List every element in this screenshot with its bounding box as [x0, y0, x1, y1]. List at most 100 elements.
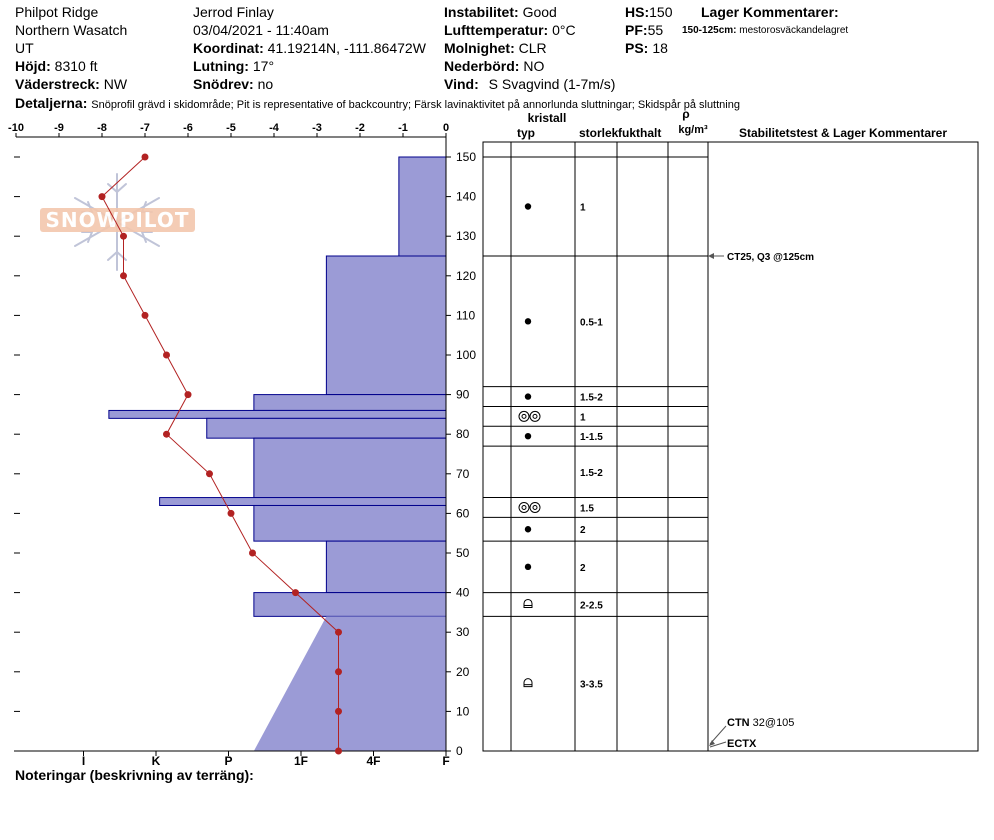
stability-test-code: CTN	[727, 717, 750, 729]
hardness-layer-6	[159, 497, 447, 506]
temp-tick-label: -2	[355, 122, 365, 134]
temp-tick-label: -5	[226, 122, 236, 134]
depth-tick-label: 50	[456, 546, 470, 560]
temperature-point	[163, 430, 170, 438]
slope-label: Lutning:	[193, 58, 249, 74]
slope-value: 17°	[252, 58, 275, 74]
hs-value: 150	[649, 4, 673, 20]
air-temperature: Lufttemperatur: 0°C	[444, 22, 576, 38]
hardness-layer-8	[325, 540, 447, 594]
temperature-line	[101, 156, 339, 751]
wind: Vind: S Svagvind (1-7m/s)	[444, 76, 615, 92]
layer-comments-title: Lager Kommentarer:	[701, 4, 839, 20]
precipitation: Nederbörd: NO	[444, 58, 544, 74]
grain-rounded-icon	[524, 432, 532, 440]
wind-value: S Svagvind (1-7m/s)	[488, 76, 616, 92]
sky-cover-value: CLR	[518, 40, 547, 56]
temperature-point	[120, 232, 127, 240]
grain-melt-icon	[521, 504, 527, 510]
location-name: Philpot Ridge	[15, 4, 99, 20]
temperature-point	[227, 509, 235, 517]
header-moisture: fukthalt	[618, 126, 661, 140]
depth-tick-label: 70	[456, 467, 470, 481]
hardness-layer-9	[253, 592, 447, 617]
logo-text: SNOWPILOT	[40, 208, 195, 232]
grain-melt-icon	[532, 413, 538, 419]
instability: Instabilitet: Good	[444, 4, 557, 20]
header-stability: Stabilitetstest & Lager Kommentarer	[739, 126, 947, 140]
temperature-point	[141, 311, 149, 319]
grain-rounded-icon	[524, 563, 532, 571]
snow-drift-label: Snödrev:	[193, 76, 254, 92]
depth-tick-label: 30	[456, 625, 470, 639]
temp-tick-label: -3	[312, 122, 322, 134]
temperature-point	[249, 549, 256, 557]
hardness-tick-label: 1F	[294, 754, 308, 768]
hardness-layer-7	[253, 504, 447, 542]
temp-tick-label: -1	[398, 122, 408, 134]
temperature-point	[335, 628, 342, 636]
grain-rounded-icon	[524, 203, 532, 210]
mountain-range: Northern Wasatch	[15, 22, 128, 38]
ps-value: 18	[652, 40, 668, 56]
aspect: Väderstreck: NW	[15, 76, 127, 92]
stability-arrow-head	[709, 740, 715, 746]
hardness-layer-2	[253, 394, 447, 411]
observation-datetime: 03/04/2021 - 11:40am	[193, 22, 329, 38]
temperature-point	[98, 193, 106, 201]
depth-tick-label: 140	[456, 190, 476, 204]
sky-cover-label: Molnighet:	[444, 40, 515, 56]
pf-label: PF:	[625, 22, 648, 38]
coordinates: Koordinat: 41.19214N, -111.86472W	[193, 40, 426, 56]
grain-melt-icon	[518, 410, 530, 422]
aspect-label: Väderstreck:	[15, 76, 100, 92]
hardness-layer-10	[253, 616, 446, 751]
grain-size-label: 1.5-2	[580, 468, 603, 479]
air-temperature-label: Lufttemperatur:	[444, 22, 549, 38]
grain-size-label: 1-1.5	[580, 432, 603, 443]
slope: Lutning: 17°	[193, 58, 274, 74]
stability-arrow	[709, 741, 727, 748]
header-type: typ	[517, 126, 535, 140]
hs: HS:150	[625, 4, 672, 20]
coordinates-value: 41.19214N, -111.86472W	[267, 40, 426, 56]
temp-tick-label: -8	[97, 122, 107, 134]
layer-comment: 150-125cm: mestorosväckandelagret	[682, 25, 848, 37]
depth-tick-label: 130	[456, 229, 476, 243]
depth-tick-label: 40	[456, 586, 470, 600]
depth-tick-label: 120	[456, 269, 476, 283]
snowpilot-logo: SNOWPILOT	[40, 172, 195, 272]
grain-melt-icon	[529, 410, 541, 422]
notes-label: Noteringar (beskrivning av terräng):	[15, 767, 254, 783]
grain-size-label: 1.5	[580, 503, 594, 514]
header-size: storlek	[579, 126, 619, 140]
depth-tick-label: 20	[456, 665, 470, 679]
temp-tick-label: -9	[54, 122, 64, 134]
temperature-point	[163, 351, 170, 359]
hs-label: HS:	[625, 4, 650, 20]
header-crystal: kristall	[528, 111, 567, 125]
precipitation-value: NO	[523, 58, 545, 74]
depth-tick-label: 10	[456, 704, 470, 718]
grain-melt-icon	[521, 413, 527, 419]
pf-value: 55	[647, 22, 664, 38]
elevation: Höjd: 8310 ft	[15, 58, 97, 74]
grain-size-label: 3-3.5	[580, 680, 603, 691]
stability-test-label: CTN 32@105	[727, 717, 794, 729]
header-density-unit: kg/m³	[678, 124, 708, 136]
grain-size-label: 2-2.5	[580, 600, 603, 611]
state: UT	[15, 40, 34, 56]
temperature-point	[120, 272, 127, 280]
grain-rounded-icon	[524, 318, 532, 325]
instability-value: Good	[522, 4, 557, 20]
depth-tick-label: 60	[456, 506, 470, 520]
ps-label: PS:	[625, 40, 649, 56]
grain-melt-icon	[529, 501, 541, 513]
details: Detaljerna: Snöprofil grävd i skidområde…	[15, 95, 740, 112]
coordinates-label: Koordinat:	[193, 40, 264, 56]
grain-rounded-icon	[524, 393, 532, 400]
hardness-layer-0	[398, 156, 447, 257]
grain-size-label: 1	[580, 412, 586, 423]
pf: PF:55	[625, 22, 663, 38]
